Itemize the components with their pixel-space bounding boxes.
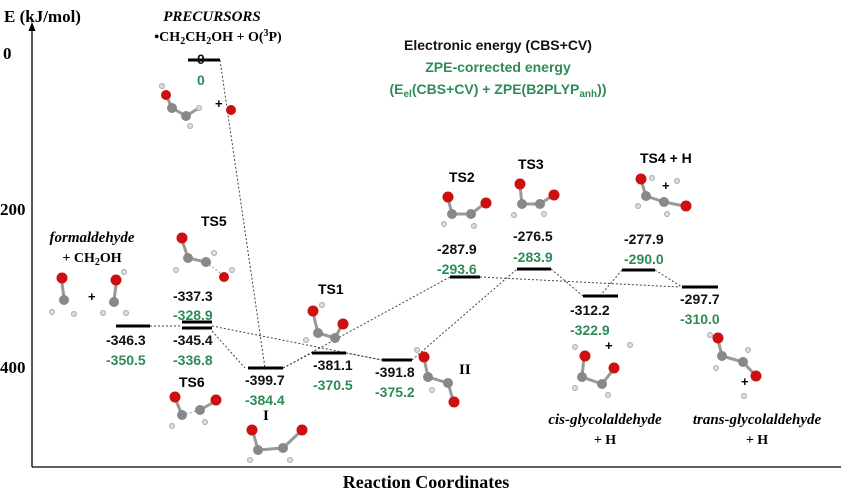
legend: Electronic energy (CBS+CV) ZPE-corrected… (390, 37, 607, 100)
molecule-ts1 (303, 302, 349, 343)
molecule-ts2 (441, 191, 492, 229)
ts6-group: -345.4 -336.8 TS6 (173, 332, 213, 390)
molecule-hydroxyethyl-radical (159, 83, 202, 129)
precursors-energy: 0 (197, 51, 205, 67)
path-cis-to-TS4 (599, 269, 623, 297)
int1-zpe-energy: -384.4 (245, 392, 285, 408)
y-tick-label: 400 (0, 358, 26, 377)
energy-levels (116, 58, 718, 370)
ts4-label: TS4 + H (640, 150, 692, 166)
molecule-int1 (246, 424, 308, 463)
ts4-group: TS4 + H -277.9 -290.0 (624, 150, 692, 267)
precursors-zpe-energy: 0 (197, 72, 205, 88)
path-TS2-to-trans (479, 276, 681, 288)
trans-sub: + H (746, 433, 768, 448)
ts4-zpe-energy: -290.0 (624, 251, 664, 267)
molecule-formaldehyde (49, 272, 77, 317)
formaldehyde-title: formaldehyde (50, 230, 135, 246)
plus-sign: + (215, 96, 223, 111)
cis-group: -312.2 -322.9 cis-glycolaldehyde + H (548, 302, 662, 448)
precursors-title: PRECURSORS (163, 9, 261, 25)
trans-title: trans-glycolaldehyde (693, 412, 822, 428)
formaldehyde-group: formaldehyde + CH2OH -346.3 -350.5 (50, 230, 146, 368)
ts1-zpe-energy: -370.5 (313, 377, 353, 393)
ts5-energy: -337.3 (173, 288, 213, 304)
plus-sign: + (605, 338, 613, 353)
plus-sign: + (662, 178, 670, 193)
int2-energy: -391.8 (375, 364, 415, 380)
atom-hydrogen (741, 393, 747, 399)
atom-oxygen (226, 105, 236, 115)
trans-group: -297.7 -310.0 trans-glycolaldehyde + H (680, 291, 821, 448)
cis-energy: -312.2 (570, 302, 610, 318)
ts2-zpe-energy: -293.6 (437, 261, 477, 277)
molecule-int2 (414, 347, 460, 408)
cis-title: cis-glycolaldehyde (548, 412, 662, 428)
ts6-zpe-energy: -336.8 (173, 352, 213, 368)
ts3-energy: -276.5 (513, 228, 553, 244)
ts1-energy: -381.1 (313, 357, 353, 373)
ts6-label: TS6 (179, 374, 205, 390)
molecule-ts5 (173, 232, 235, 282)
path-ts5-to-II (211, 325, 383, 361)
ts4-energy: -277.9 (624, 231, 664, 247)
int2-zpe-energy: -375.2 (375, 384, 415, 400)
y-tick-label: 0 (3, 44, 12, 63)
formaldehyde-zpe-energy: -350.5 (106, 352, 146, 368)
y-axis-label: E (kJ/mol) (4, 7, 81, 26)
ts5-group: TS5 -337.3 -328.9 (173, 213, 227, 323)
x-axis-label: Reaction Coordinates (343, 472, 509, 492)
ts3-label: TS3 (518, 156, 544, 172)
axes: E (kJ/mol) 0 200 400 Reaction Coordinate… (0, 7, 841, 492)
molecule-ts4 (635, 173, 692, 217)
plus-signs: + + + + + (88, 96, 749, 389)
int1-label: I (263, 408, 269, 424)
plus-sign: + (741, 374, 749, 389)
ts1-group: TS1 -381.1 -370.5 (313, 281, 353, 393)
atom-hydrogen (674, 178, 680, 184)
int1-energy: -399.7 (245, 372, 285, 388)
legend-formula: (Eel(CBS+CV) + ZPE(B2PLYPanh)) (390, 81, 607, 100)
legend-electronic: Electronic energy (CBS+CV) (404, 37, 592, 53)
cis-zpe-energy: -322.9 (570, 322, 610, 338)
molecule-ts6 (169, 391, 222, 429)
ts2-group: TS2 -287.9 -293.6 (437, 169, 477, 277)
molecule-trans-glycolaldehyde (707, 332, 762, 382)
formaldehyde-energy: -346.3 (106, 332, 146, 348)
path-precursor-to-I (219, 59, 266, 369)
path-II-to-TS3 (411, 268, 518, 361)
atom-hydrogen (627, 342, 633, 348)
ts3-zpe-energy: -283.9 (513, 249, 553, 265)
trans-zpe-energy: -310.0 (680, 311, 720, 327)
molecule-hydroxymethyl (100, 269, 129, 316)
cis-sub: + H (594, 433, 616, 448)
reaction-paths (150, 59, 683, 369)
precursors-group: PRECURSORS •CH2CH2OH + O(3P) 0 0 (154, 9, 282, 88)
ts2-energy: -287.9 (437, 241, 477, 257)
ts2-label: TS2 (449, 169, 475, 185)
trans-energy: -297.7 (680, 291, 720, 307)
ts5-zpe-energy: -328.9 (173, 307, 213, 323)
molecule-illustrations (49, 83, 762, 463)
molecule-ts3 (511, 178, 560, 218)
precursors-formula: •CH2CH2OH + O(3P) (154, 28, 282, 47)
molecule-cis-glycolaldehyde (572, 344, 620, 398)
formaldehyde-sub: + CH2OH (62, 251, 121, 268)
y-tick-label: 200 (0, 200, 26, 219)
int1-group: -399.7 -384.4 I (245, 372, 285, 424)
ts5-label: TS5 (201, 213, 227, 229)
int2-label: II (459, 362, 471, 378)
path-TS3-to-cis (550, 268, 584, 297)
int2-group: -391.8 -375.2 II (375, 362, 471, 400)
legend-zpe: ZPE-corrected energy (425, 59, 571, 75)
path-ts6-to-I (211, 330, 246, 369)
path-TS4-to-trans (654, 269, 683, 288)
y-axis-arrow (28, 22, 36, 31)
ts6-energy: -345.4 (173, 332, 213, 348)
ts1-label: TS1 (318, 281, 344, 297)
ts3-group: TS3 -276.5 -283.9 (513, 156, 553, 265)
plus-sign: + (88, 289, 96, 304)
